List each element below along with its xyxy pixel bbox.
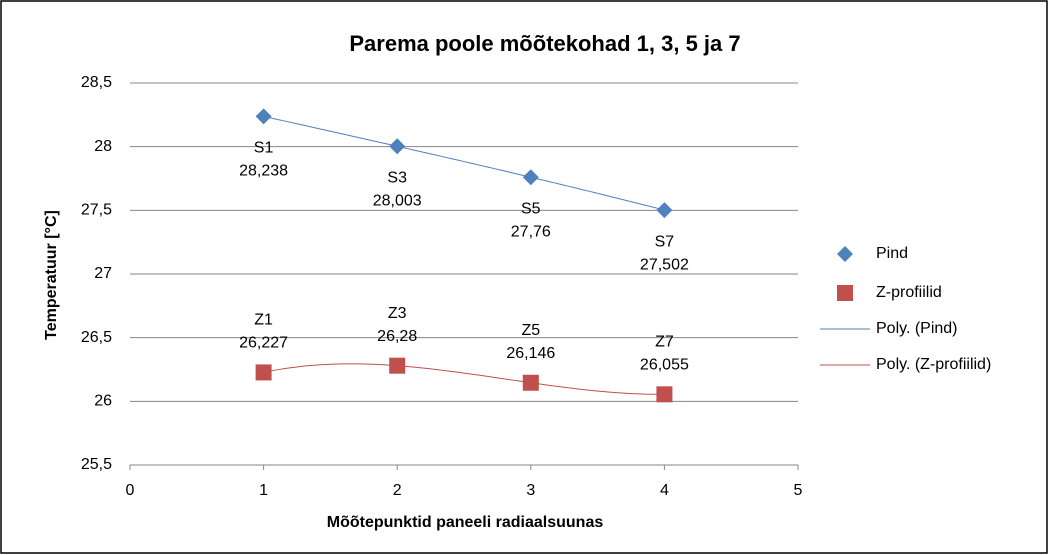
data-label: 26,146 xyxy=(506,345,555,362)
y-tick-label: 27 xyxy=(94,265,112,282)
legend-label: Poly. (Z-profiilid) xyxy=(876,356,991,373)
data-point xyxy=(656,202,673,219)
chart-title: Parema poole mõõtekohad 1, 3, 5 ja 7 xyxy=(349,31,740,56)
data-point xyxy=(389,357,406,374)
x-tick-label: 3 xyxy=(526,482,535,499)
data-label: 26,055 xyxy=(640,357,689,374)
x-tick-label: 1 xyxy=(259,482,268,499)
legend-label: Pind xyxy=(876,245,908,262)
data-point xyxy=(389,138,406,155)
x-tick-label: 2 xyxy=(393,482,402,499)
x-tick-label: 5 xyxy=(794,482,803,499)
trendline xyxy=(263,363,665,395)
point-label: Z3 xyxy=(388,305,407,322)
point-label: S5 xyxy=(521,200,541,217)
point-label: Z7 xyxy=(655,334,674,351)
point-label: S7 xyxy=(655,233,675,250)
point-label: S3 xyxy=(387,170,407,187)
data-point xyxy=(656,386,673,403)
y-tick-label: 25,5 xyxy=(81,456,112,473)
data-point xyxy=(522,169,539,186)
x-axis-label: Mõõtepunktid paneeli radiaalsuunas xyxy=(327,514,604,531)
y-tick-label: 26,5 xyxy=(81,329,112,346)
y-tick-label: 27,5 xyxy=(81,202,112,219)
data-label: 26,227 xyxy=(239,335,288,352)
x-tick-label: 0 xyxy=(126,482,135,499)
point-label: Z1 xyxy=(254,312,273,329)
data-point xyxy=(255,108,272,125)
data-label: 27,76 xyxy=(511,223,551,240)
data-point xyxy=(522,374,539,391)
point-label: S1 xyxy=(254,140,274,157)
legend-marker xyxy=(837,246,853,262)
y-tick-label: 28 xyxy=(94,138,112,155)
y-tick-label: 26 xyxy=(94,393,112,410)
legend-label: Z-profiilid xyxy=(876,284,942,301)
legend-marker xyxy=(837,285,853,301)
x-tick-label: 4 xyxy=(660,482,669,499)
legend-label: Poly. (Pind) xyxy=(876,320,958,337)
y-axis-label: Temperatuur [°C] xyxy=(43,210,60,340)
data-point xyxy=(255,364,272,381)
data-label: 26,28 xyxy=(377,328,417,345)
y-tick-label: 28,5 xyxy=(81,74,112,91)
data-label: 28,238 xyxy=(239,163,288,180)
data-label: 28,003 xyxy=(373,193,422,210)
data-label: 27,502 xyxy=(640,256,689,273)
point-label: Z5 xyxy=(521,322,540,339)
trendline xyxy=(263,115,665,211)
